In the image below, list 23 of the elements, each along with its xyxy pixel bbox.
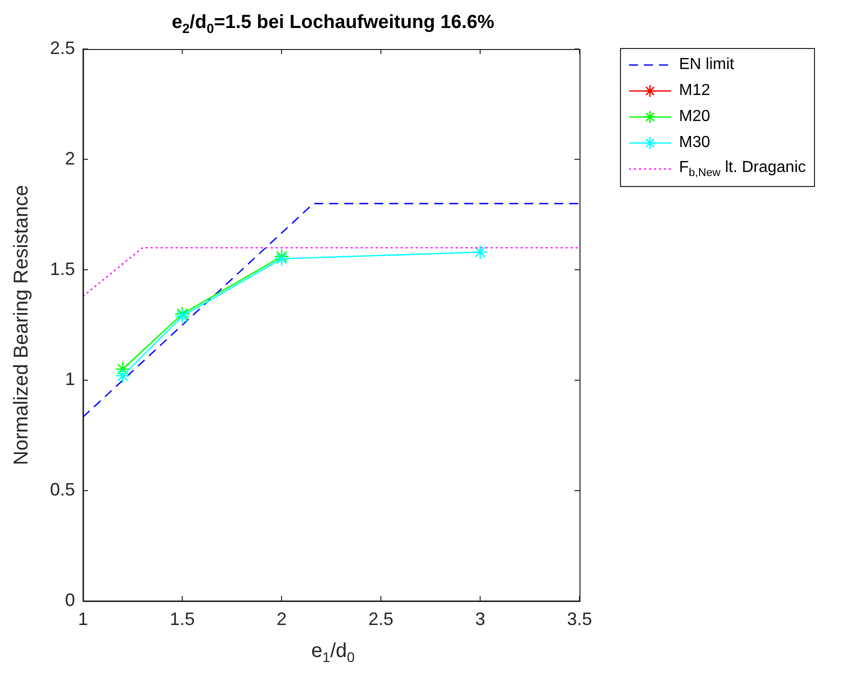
y-tick-label: 1: [64, 369, 75, 390]
x-tick-label: 1.5: [170, 608, 195, 629]
legend-label: EN limit: [679, 56, 734, 74]
x-tick-label: 1: [78, 608, 88, 629]
y-tick-label: 2: [64, 148, 75, 168]
legend-label: F$_{b,New}$ lt. Draganic: [679, 158, 806, 180]
x-tick-label: 2: [276, 608, 287, 629]
point: [115, 368, 130, 384]
point: [115, 362, 130, 377]
x-tick-label: 3.5: [566, 608, 592, 629]
x-tick-label: 2.5: [368, 608, 394, 629]
y-tick-label: 1.5: [50, 258, 75, 279]
y-axis-title: Normalized Bearing Resistance: [10, 184, 34, 466]
legend-label: M12: [679, 82, 710, 100]
x-tick-label: 3: [475, 608, 486, 629]
y-tick-label: 0.5: [50, 480, 75, 500]
y-tick-label: 2.5: [50, 38, 75, 58]
y-tick-label: 0: [64, 590, 75, 610]
legend-label: M30: [679, 134, 710, 152]
chart-title: e$_{2}$/d$_{0}$=1.5 bei Lochaufweitung 16.6%: [170, 12, 496, 36]
legend-label: M20: [679, 108, 710, 126]
x-axis-title: e$_{1}$/d$_{0}$: [310, 640, 356, 665]
point: [472, 244, 488, 260]
